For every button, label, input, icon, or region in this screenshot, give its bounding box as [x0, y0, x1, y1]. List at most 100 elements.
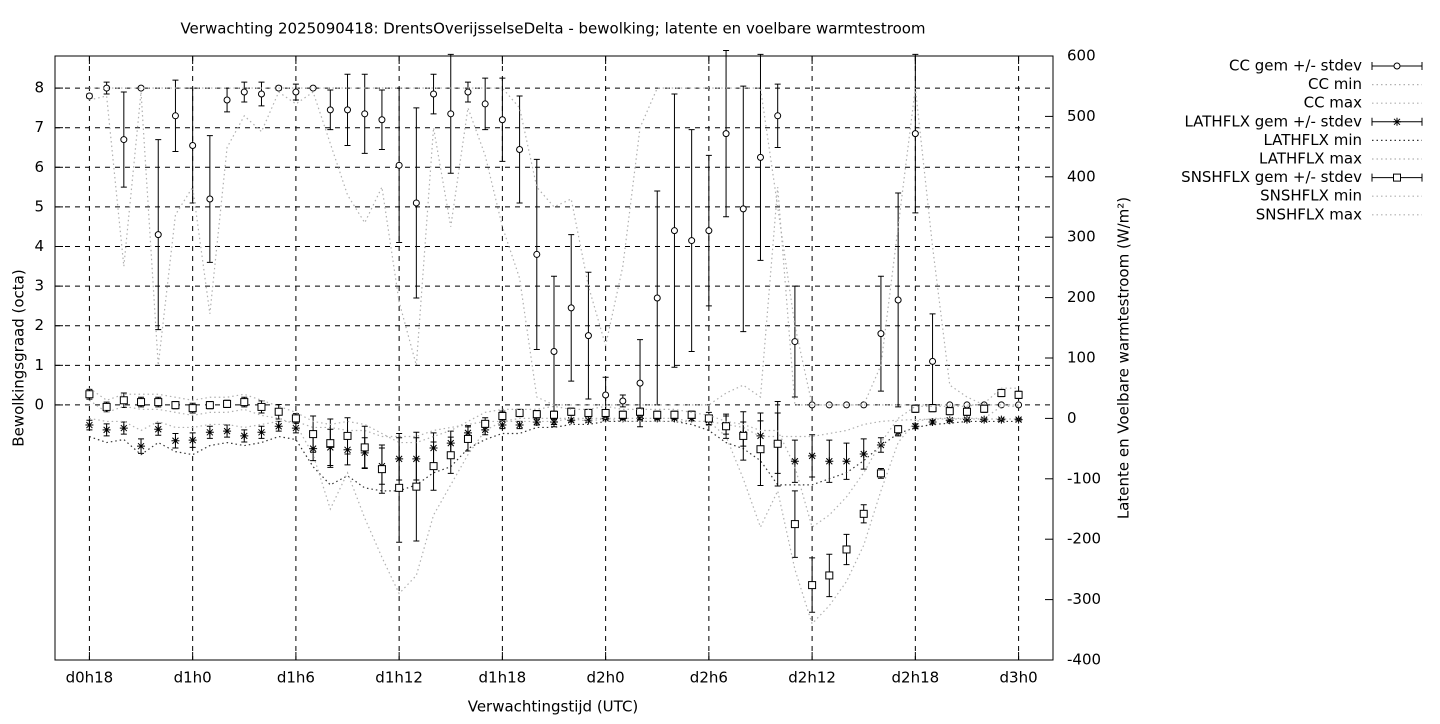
marker [688, 237, 696, 245]
y2-tick-label: -400 [1067, 651, 1101, 669]
marker [687, 410, 696, 419]
marker [223, 96, 231, 104]
marker [257, 428, 266, 437]
marker [498, 116, 506, 124]
marker [756, 445, 765, 454]
x-axis-label: Verwachtingstijd (UTC) [468, 698, 639, 716]
marker [120, 136, 128, 144]
y2-tick-label: 300 [1067, 228, 1096, 246]
legend-label: LATHFLX gem +/- stdev [1184, 112, 1362, 130]
marker [188, 404, 197, 413]
legend-label: SNSHFLX min [1260, 187, 1362, 205]
marker [636, 407, 645, 416]
marker [842, 457, 851, 466]
legend-label: LATHFLX max [1259, 150, 1362, 168]
marker [790, 520, 799, 529]
marker [894, 296, 902, 304]
marker [962, 407, 971, 416]
marker [653, 410, 662, 419]
marker [240, 398, 249, 407]
marker [189, 142, 197, 150]
marker [911, 422, 920, 431]
marker [326, 439, 335, 448]
marker [842, 545, 851, 554]
marker [137, 442, 146, 451]
y-axis-label: Bewolkingsgraad (octa) [10, 269, 28, 446]
marker [550, 418, 558, 427]
x-tick-label: d2h18 [892, 669, 940, 687]
marker [636, 379, 644, 387]
marker [532, 418, 541, 427]
x-tick-label: d1h18 [479, 669, 527, 687]
marker [739, 431, 748, 440]
marker [378, 116, 386, 124]
marker [344, 106, 352, 114]
marker [877, 330, 885, 338]
marker [584, 408, 593, 417]
marker [119, 424, 128, 433]
marker [171, 112, 179, 120]
marker [980, 404, 989, 413]
marker [567, 407, 576, 416]
y-tick-label: 0 [34, 395, 44, 413]
marker [343, 431, 352, 440]
x-tick-label: d1h0 [174, 669, 212, 687]
marker [395, 161, 403, 169]
legend-label: CC gem +/- stdev [1229, 57, 1362, 75]
marker [550, 347, 558, 355]
marker [240, 88, 248, 96]
marker [859, 450, 868, 459]
marker [670, 227, 678, 235]
y-tick-label: 7 [34, 118, 44, 136]
legend-swatch [1393, 117, 1401, 126]
marker [567, 304, 575, 312]
marker [997, 415, 1006, 424]
marker [722, 130, 730, 138]
marker [876, 440, 885, 449]
y-tick-label: 2 [34, 316, 44, 334]
marker [859, 509, 868, 518]
marker [377, 465, 386, 474]
marker [980, 415, 989, 424]
marker [223, 427, 232, 436]
marker [808, 581, 817, 590]
x-tick-label: d0h18 [66, 669, 114, 687]
x-tick-label: d1h12 [375, 669, 423, 687]
marker [257, 90, 265, 98]
marker [825, 571, 834, 580]
marker [533, 250, 541, 258]
marker [618, 410, 627, 419]
x-tick-label: d1h6 [277, 669, 315, 687]
marker [205, 401, 214, 410]
marker [85, 92, 93, 100]
marker [481, 419, 490, 428]
y-tick-label: 8 [34, 79, 44, 97]
marker [463, 434, 472, 443]
marker [722, 422, 731, 431]
marker [291, 414, 300, 423]
marker [876, 469, 885, 478]
marker [619, 397, 627, 405]
marker [446, 451, 455, 460]
marker [430, 90, 438, 98]
marker [292, 88, 300, 96]
legend-swatch [1393, 173, 1401, 182]
x-tick-label: d2h6 [690, 669, 728, 687]
marker [102, 425, 111, 434]
marker [911, 404, 920, 413]
legend-label: LATHFLX min [1263, 131, 1362, 149]
marker [825, 457, 834, 466]
y2-tick-label: 600 [1067, 47, 1096, 65]
marker [705, 227, 713, 235]
marker [240, 431, 249, 440]
marker [567, 416, 576, 425]
marker [154, 231, 162, 239]
marker [532, 410, 541, 419]
marker [498, 421, 507, 430]
y2-tick-label: -100 [1067, 469, 1101, 487]
marker [291, 424, 300, 433]
legend-label: CC min [1308, 75, 1362, 93]
marker [119, 396, 128, 405]
marker [945, 416, 954, 425]
